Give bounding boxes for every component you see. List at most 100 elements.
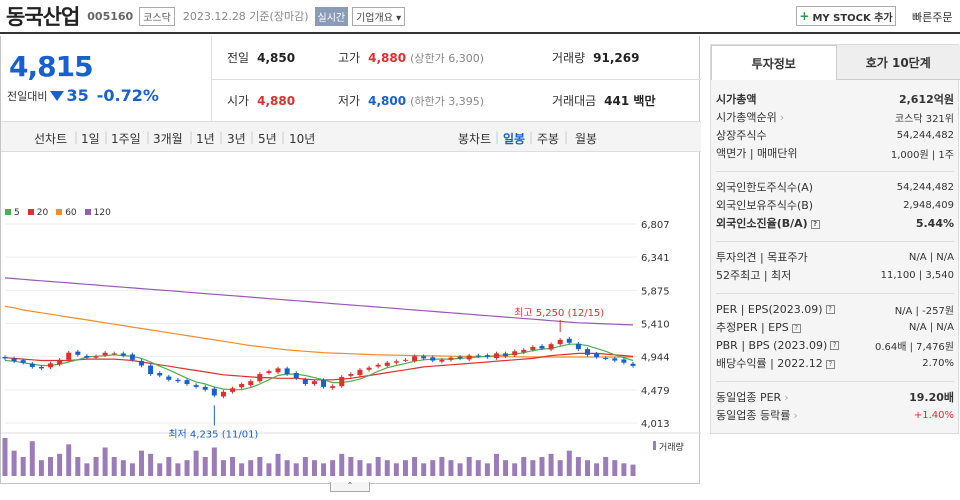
volume-bar bbox=[575, 457, 581, 476]
volume-bar bbox=[421, 463, 427, 476]
dividend-label: 배당수익률 | 2022.12 bbox=[716, 357, 823, 370]
candle bbox=[621, 359, 627, 363]
help-icon[interactable]: ? bbox=[810, 219, 820, 229]
volume-bar bbox=[20, 457, 26, 476]
opinion-value: N/A | N/A bbox=[908, 251, 954, 263]
volume-bar bbox=[93, 457, 99, 476]
candle bbox=[230, 388, 236, 392]
candle bbox=[84, 355, 90, 358]
max-annotation: 최고 5,250 (12/15) bbox=[514, 307, 604, 319]
volume-bar bbox=[557, 460, 563, 476]
candle bbox=[102, 352, 108, 356]
candle bbox=[348, 374, 354, 376]
change-percent: -0.72% bbox=[96, 86, 159, 105]
volume-bar bbox=[521, 457, 527, 476]
candle bbox=[339, 376, 345, 387]
volume-bar bbox=[466, 457, 472, 476]
ma-line-ma20 bbox=[4, 352, 634, 381]
candle bbox=[57, 359, 63, 365]
shares-row: 상장주식수 54,244,482 bbox=[716, 126, 954, 144]
legend-ma120: 120 bbox=[84, 208, 111, 218]
volume-bar bbox=[266, 463, 272, 476]
date-text: 2023.12.28 기준(장마감) bbox=[182, 10, 309, 23]
industry-per-row: 동일업종 PER › 19.20배 bbox=[716, 388, 954, 406]
candle bbox=[412, 356, 418, 361]
divider bbox=[211, 79, 701, 80]
volume-bar bbox=[366, 463, 372, 476]
foreign-ratio-value: 5.44% bbox=[915, 216, 954, 230]
volume-bar bbox=[612, 460, 618, 476]
volume-bar bbox=[448, 460, 454, 476]
market-cap-value: 2,612억원 bbox=[898, 93, 954, 106]
y-tick-label: 4,944 bbox=[641, 353, 670, 364]
volume-bar bbox=[402, 460, 408, 476]
expand-toggle-button[interactable]: ⌃ bbox=[330, 482, 370, 492]
candle bbox=[484, 355, 490, 357]
tab-monthly[interactable]: 월봉 bbox=[575, 132, 598, 146]
per-value: N/A | -257원 bbox=[894, 305, 954, 317]
volume-bar bbox=[239, 463, 245, 476]
legend-swatch bbox=[84, 209, 91, 215]
market-tag: 코스닥 bbox=[139, 6, 175, 26]
tab-investment-info[interactable]: 투자정보 bbox=[711, 45, 837, 80]
tab-10y[interactable]: 10년 bbox=[289, 132, 316, 146]
help-icon[interactable]: ? bbox=[830, 341, 840, 350]
par-label: 액면가 | 매매단위 bbox=[716, 147, 798, 160]
candle bbox=[630, 363, 636, 366]
pbr-label: PBR | BPS (2023.09) bbox=[716, 338, 828, 352]
market-cap-row: 시가총액 2,612억원 bbox=[716, 90, 954, 108]
tab-1d[interactable]: 1일 bbox=[81, 132, 100, 146]
help-icon[interactable]: ? bbox=[791, 323, 801, 333]
open-price: 시가 4,880 bbox=[227, 92, 295, 109]
tab-5y[interactable]: 5년 bbox=[258, 132, 277, 146]
chart-tabs: 선차트 | 1일 | 1주일 | 3개월 | 1년 | 3년 | 5년 | 10… bbox=[1, 122, 701, 152]
candle bbox=[275, 368, 281, 373]
candle bbox=[93, 356, 99, 358]
candle bbox=[503, 353, 509, 357]
corp-overview-dropdown[interactable]: 기업개요 ▾ bbox=[352, 6, 406, 26]
volume-legend-label: 거래량 bbox=[659, 441, 684, 453]
candle bbox=[166, 376, 172, 380]
help-icon[interactable]: ? bbox=[825, 359, 835, 369]
price-change: 전일대비 35 -0.72% bbox=[7, 86, 159, 105]
volume-bar bbox=[157, 463, 163, 476]
candle bbox=[375, 364, 381, 367]
volume-value: 91,269 bbox=[593, 51, 640, 65]
candle bbox=[557, 339, 563, 345]
industry-rate-value: +1.40% bbox=[913, 409, 954, 421]
candle bbox=[594, 353, 600, 357]
price-chart[interactable]: 5 20 60 120 6,807 6,341 5,875 5,410 4,944 4,4… bbox=[1, 153, 701, 495]
week52-value: 11,100 | 3,540 bbox=[880, 269, 954, 281]
quick-order-link[interactable]: 빠른주문 bbox=[912, 11, 953, 24]
candle bbox=[48, 363, 54, 368]
volume-bar bbox=[284, 460, 290, 476]
volume-bar bbox=[139, 450, 145, 476]
y-tick-label: 6,341 bbox=[641, 253, 670, 264]
candle bbox=[448, 357, 454, 360]
tab-3y[interactable]: 3년 bbox=[227, 132, 246, 146]
candle bbox=[175, 379, 181, 382]
volume-bar bbox=[321, 463, 327, 476]
plus-icon: + bbox=[799, 9, 810, 23]
add-mystock-button[interactable]: + MY STOCK 추가 bbox=[796, 6, 896, 26]
help-icon[interactable]: ? bbox=[825, 305, 835, 314]
volume-bar bbox=[57, 453, 63, 476]
live-button[interactable]: 실시간 bbox=[314, 6, 349, 26]
candle bbox=[539, 345, 545, 349]
tab-daily[interactable]: 일봉 bbox=[503, 132, 526, 146]
y-tick-label: 6,807 bbox=[641, 220, 670, 231]
tab-orderbook[interactable]: 호가 10단계 bbox=[836, 45, 960, 80]
per-row: PER | EPS(2023.09)? N/A | -257원 bbox=[716, 300, 954, 318]
tab-1w[interactable]: 1주일 bbox=[111, 132, 141, 146]
volume-label: 거래량 bbox=[552, 51, 586, 65]
tab-weekly[interactable]: 주봉 bbox=[537, 132, 560, 146]
tab-1y[interactable]: 1년 bbox=[196, 132, 215, 146]
volume-bar bbox=[566, 450, 572, 476]
lower-limit: (하한가 3,395) bbox=[410, 95, 484, 108]
volume-bar bbox=[375, 457, 381, 476]
tab-3m[interactable]: 3개월 bbox=[153, 132, 183, 146]
candle bbox=[148, 365, 154, 375]
par-row: 액면가 | 매매단위 1,000원 | 1주 bbox=[716, 144, 954, 162]
upper-limit: (상한가 6,300) bbox=[410, 52, 484, 65]
candle bbox=[139, 360, 145, 366]
